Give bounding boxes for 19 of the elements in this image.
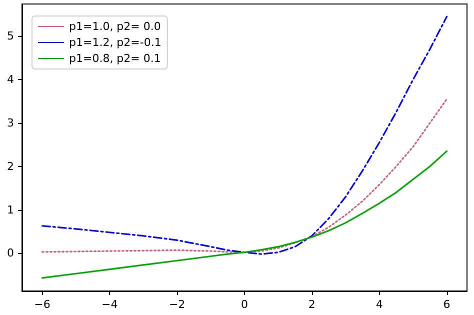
legend-label: p1=1.0, p2= 0.0: [69, 20, 161, 33]
line-series: [41, 16, 448, 255]
x-tick-label: 4: [376, 298, 383, 311]
legend-label: p1=0.8, p2= 0.1: [69, 52, 161, 65]
x-tick-label: −6: [34, 298, 50, 311]
y-tick-label: 0: [7, 246, 14, 260]
y-tick-label: 4: [7, 73, 14, 86]
line-series: [41, 98, 448, 254]
x-tick-label: 0: [241, 298, 248, 311]
legend-label: p1=1.2, p2=-0.1: [69, 36, 162, 49]
x-tick-label: 2: [308, 298, 316, 311]
y-tick-label: 1: [7, 203, 14, 216]
x-tick-label: 6: [443, 298, 450, 311]
y-tick-label: 5: [7, 30, 14, 43]
y-tick-label: 3: [7, 116, 14, 130]
line-series: [41, 150, 448, 279]
y-tick-label: 2: [7, 160, 14, 173]
x-tick-label: −4: [102, 298, 118, 311]
x-tick-label: −2: [168, 298, 186, 311]
